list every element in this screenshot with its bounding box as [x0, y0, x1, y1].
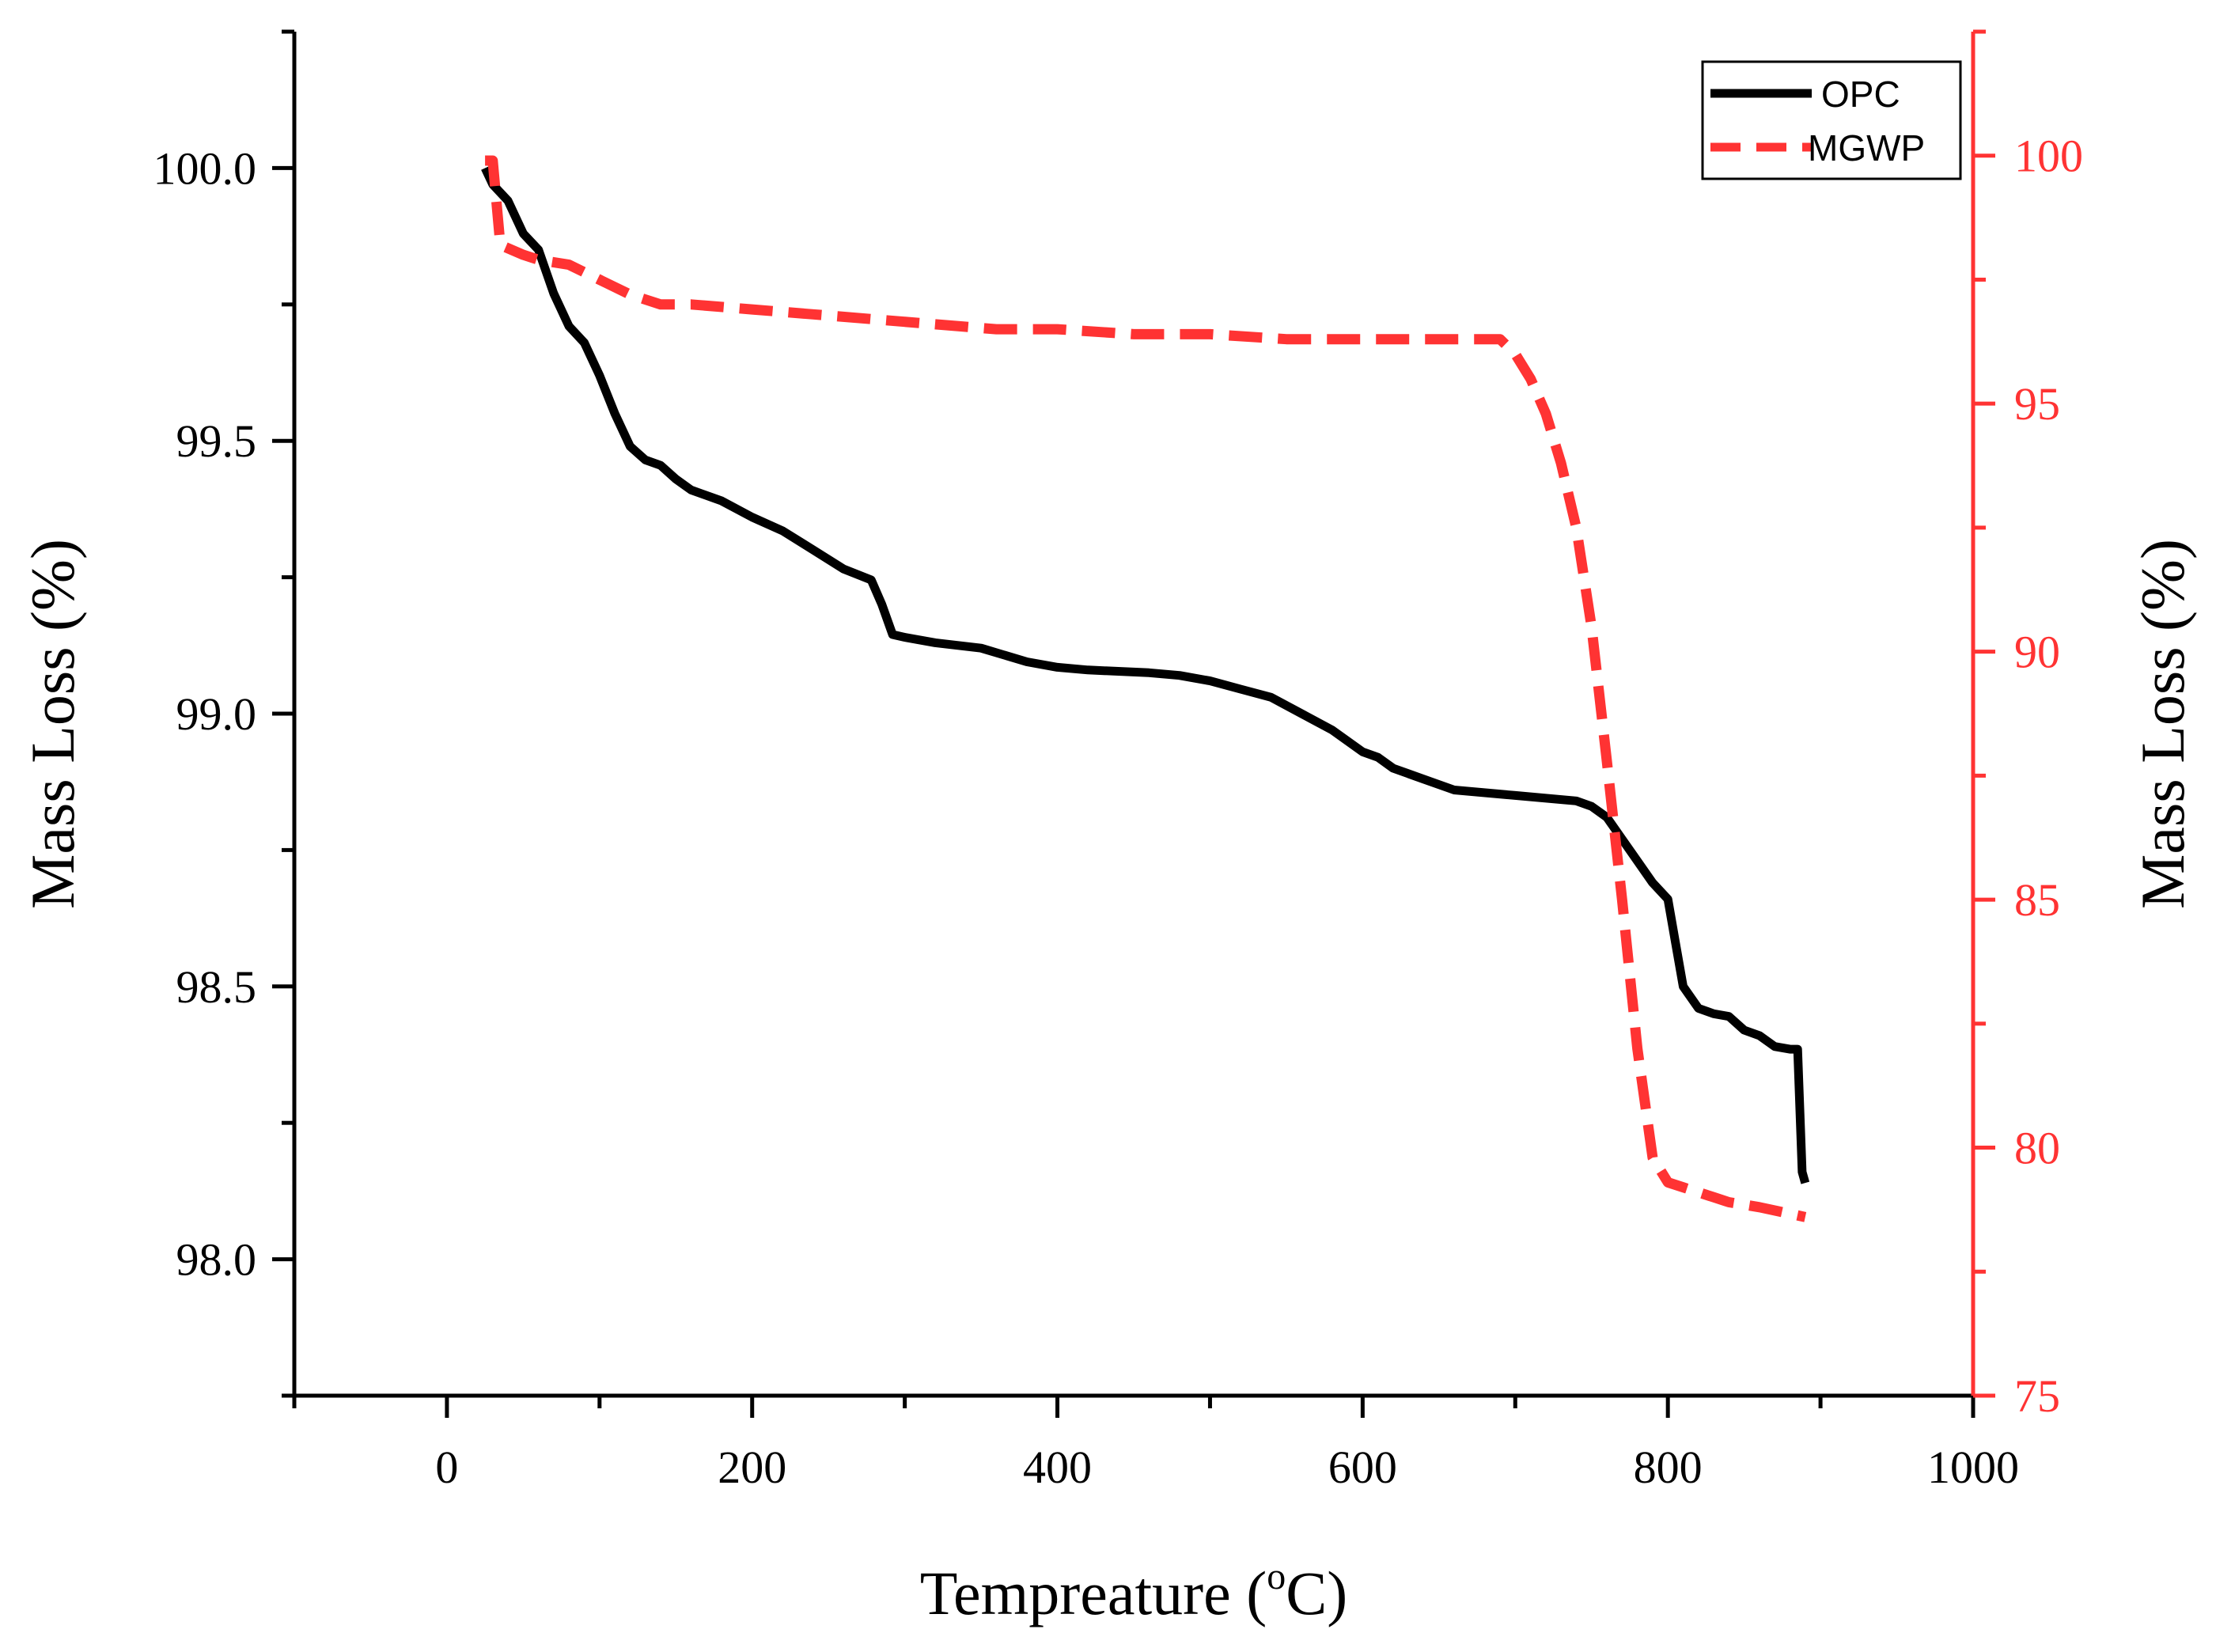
y-right-tick-label: 100 — [2014, 131, 2083, 182]
y-left-tick-label: 98.5 — [176, 961, 257, 1013]
y-left-tick-label: 100.0 — [153, 142, 257, 194]
x-tick-label: 1000 — [1927, 1442, 2019, 1493]
y-axis-title-right: Mass Loss (%) — [2128, 539, 2197, 909]
x-tick-label: 0 — [435, 1442, 458, 1493]
legend: OPC MGWP — [1701, 60, 1962, 180]
legend-box — [1701, 60, 1962, 180]
y-right-tick-label: 80 — [2014, 1123, 2060, 1174]
legend-label-mgwp: MGWP — [1808, 127, 1925, 169]
y-right-tick-label: 95 — [2014, 378, 2060, 430]
y-axis-title-left: Mass Loss (%) — [18, 539, 87, 909]
series-layer — [481, 155, 1810, 1222]
y-left-tick-label: 99.0 — [176, 688, 257, 740]
legend-label-opc: OPC — [1821, 74, 1900, 115]
x-tick-label: 600 — [1328, 1442, 1397, 1493]
y-left-tick-label: 98.0 — [176, 1234, 257, 1286]
x-tick-label: 400 — [1023, 1442, 1092, 1493]
x-tick-label: 200 — [718, 1442, 786, 1493]
x-axis-title-unit: C) — [1286, 1559, 1347, 1627]
axes-layer: 0 200 400 600 800 1000 98.0 98.5 99.0 99.5 100.0 75… — [153, 29, 2083, 1493]
x-tick-label: 800 — [1634, 1442, 1703, 1493]
x-axis-title: Tempreature (oC) — [920, 1555, 1347, 1627]
y-right-tick-label: 75 — [2014, 1370, 2060, 1422]
y-left-tick-label: 99.5 — [176, 415, 257, 467]
series-line-mgwp — [485, 155, 1807, 1222]
x-axis-title-superscript: o — [1267, 1555, 1286, 1597]
series-line-opc — [481, 166, 1810, 1184]
y-right-tick-label: 85 — [2014, 874, 2060, 926]
x-axis-title-main: Tempreature ( — [920, 1559, 1267, 1627]
y-right-tick-label: 90 — [2014, 627, 2060, 678]
